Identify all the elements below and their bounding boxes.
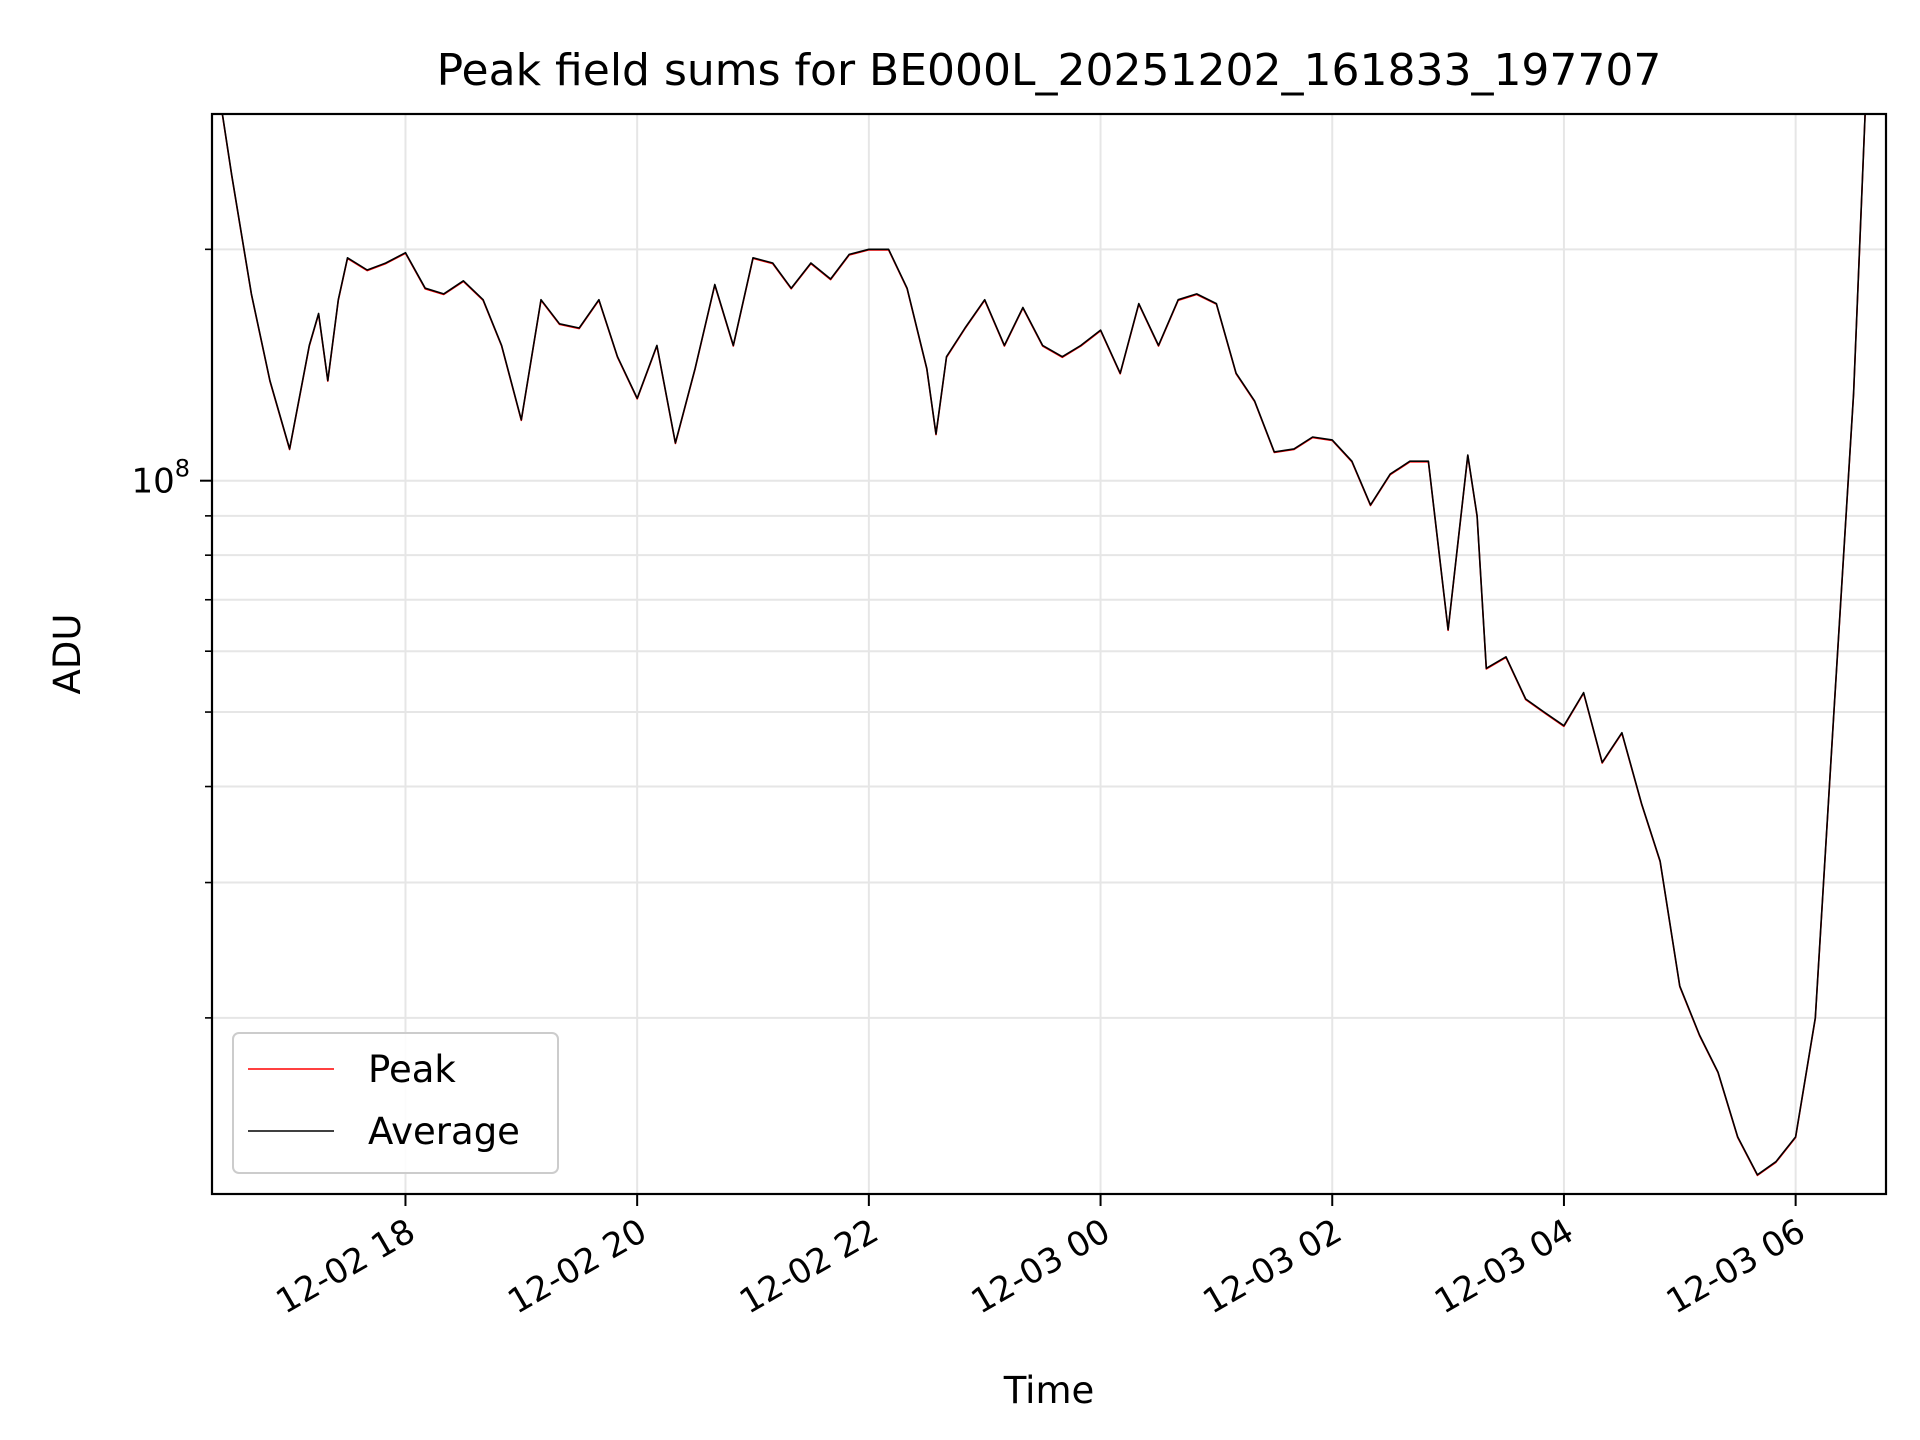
legend-label-average: Average <box>368 1110 520 1153</box>
y-tick-label: 108 <box>131 455 190 502</box>
plot-frame <box>210 112 1888 1196</box>
y-axis-ticks: 108 <box>131 248 212 1019</box>
legend-label-peak: Peak <box>368 1048 456 1091</box>
grid-lines <box>212 114 1886 1194</box>
chart-title: Peak field sums for BE000L_20251202_1618… <box>437 45 1662 96</box>
series-layer <box>221 114 1866 1177</box>
y-axis-label: ADU <box>46 614 89 695</box>
series-line-average <box>221 114 1866 1176</box>
x-axis-label: Time <box>1003 1369 1095 1412</box>
legend: Peak Average <box>232 1032 559 1174</box>
legend-box <box>232 1032 559 1174</box>
